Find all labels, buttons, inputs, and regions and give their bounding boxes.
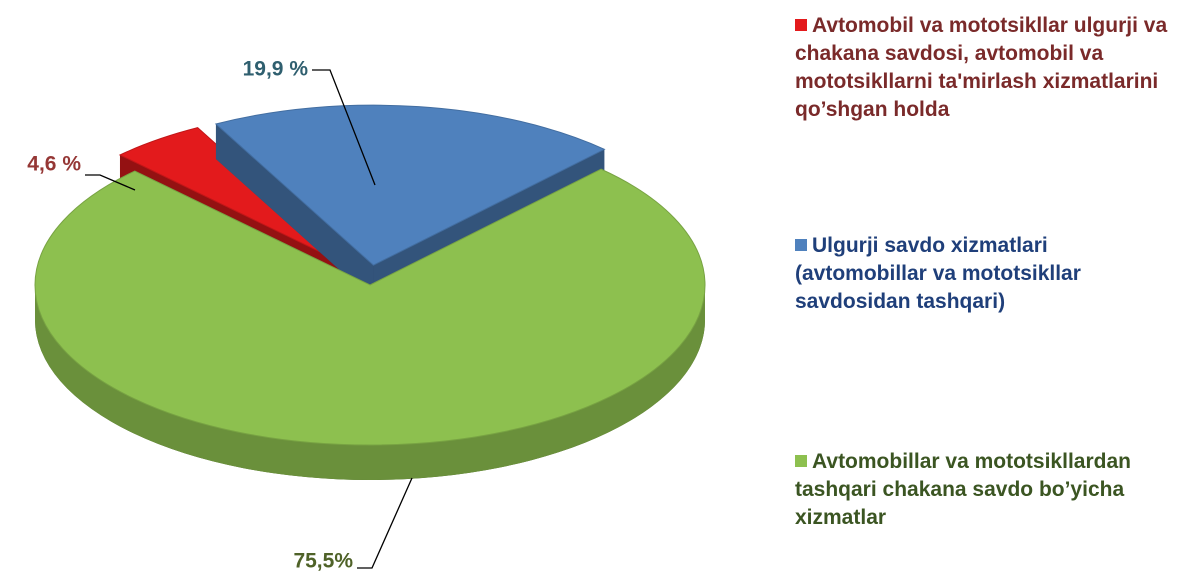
legend-entry: Avtomobillar va mototsikllardan tashqari… — [795, 448, 1175, 532]
value-label: 75,5% — [293, 550, 353, 573]
leader-line — [357, 477, 413, 569]
slice — [34, 168, 706, 446]
leader-line — [312, 69, 376, 186]
legend-label: Avtomobillar va mototsikllardan tashqari… — [795, 450, 1131, 529]
slice-wall — [215, 123, 374, 301]
value-label: 19,9 % — [243, 58, 309, 81]
slice-side — [35, 285, 705, 480]
value-label: 4,6 % — [27, 153, 81, 176]
legend-label: Ulgurji savdo xizmatlari (avtomobillar v… — [795, 234, 1081, 313]
legend-marker — [795, 19, 807, 31]
legend-label: Avtomobil va mototsikllar ulgurji va cha… — [795, 14, 1168, 121]
legend-marker — [795, 455, 807, 467]
slice — [118, 127, 356, 270]
legend-marker — [795, 239, 807, 251]
legend-entry: Ulgurji savdo xizmatlari (avtomobillar v… — [795, 232, 1175, 316]
leader-line — [85, 174, 136, 191]
slices — [34, 104, 706, 481]
legend-entry: Avtomobil va mototsikllar ulgurji va cha… — [795, 12, 1175, 124]
slice — [214, 104, 606, 266]
